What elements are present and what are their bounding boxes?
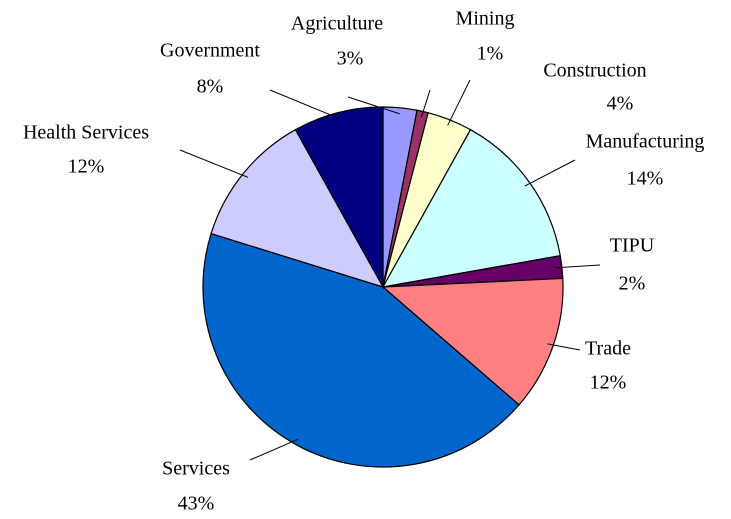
slice-value-label: 12% <box>590 372 627 394</box>
leader-line <box>447 79 471 126</box>
slice-value-label: 3% <box>337 48 364 70</box>
leader-line <box>249 438 299 461</box>
slice-label: Agriculture <box>291 13 383 35</box>
leader-line <box>269 89 340 120</box>
slice-label: Trade <box>585 338 631 360</box>
slice-value-label: 8% <box>197 76 224 98</box>
slice-label: Mining <box>456 8 515 30</box>
slice-label: TIPU <box>610 235 655 257</box>
pie-slice <box>381 277 564 406</box>
slice-label: Manufacturing <box>586 131 705 153</box>
leader-line <box>524 159 576 187</box>
slice-label: Health Services <box>23 122 149 144</box>
slice-label: Construction <box>543 60 646 82</box>
slice-value-label: 12% <box>68 156 105 178</box>
pie-slice <box>202 232 520 468</box>
pie-slice <box>294 106 384 290</box>
leader-line <box>347 96 400 115</box>
pie-slice <box>381 128 561 288</box>
slice-value-label: 2% <box>619 273 646 295</box>
leader-line <box>420 89 431 118</box>
slice-label: Government <box>160 40 260 62</box>
slice-value-label: 1% <box>477 43 504 65</box>
slice-value-label: 14% <box>627 168 664 190</box>
leader-line <box>547 343 581 351</box>
slice-label: Services <box>162 458 230 480</box>
leader-line <box>555 264 601 269</box>
pie-slice <box>210 128 385 289</box>
slice-value-label: 43% <box>178 493 215 515</box>
leader-line <box>179 149 249 178</box>
slice-value-label: 4% <box>607 93 634 115</box>
